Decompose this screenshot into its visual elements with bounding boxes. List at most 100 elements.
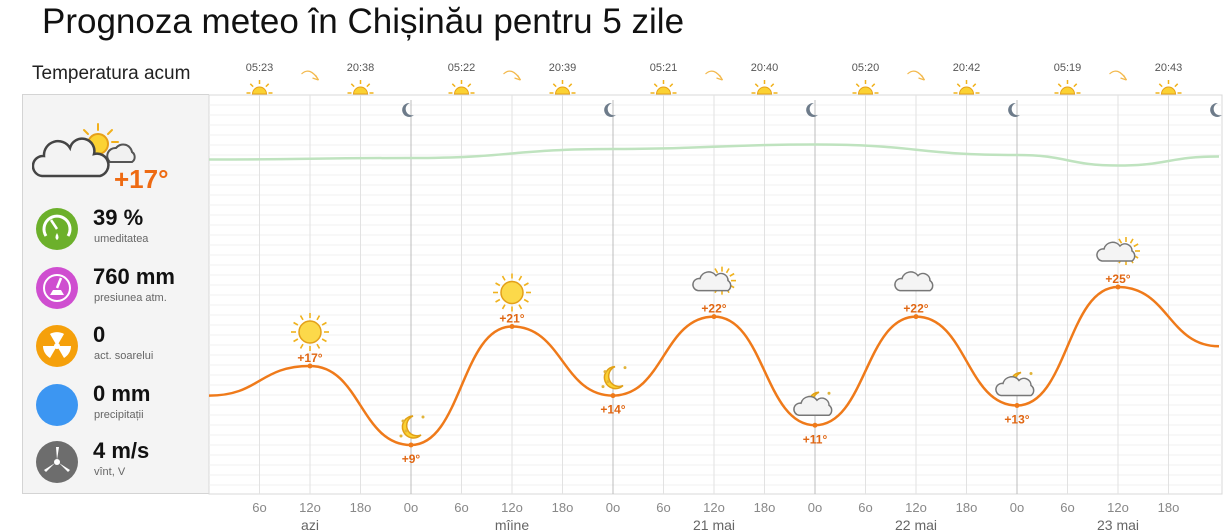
current-temperature-label: Temperatura acum [32, 63, 191, 84]
temperature-point [307, 363, 313, 369]
sunrise-time: 05:21 [650, 62, 678, 74]
moon-icon [1210, 102, 1222, 117]
temperature-point [408, 442, 414, 448]
moon-cloud-icon [793, 391, 833, 416]
hour-tick-label: 12o [501, 500, 523, 515]
temperature-line [208, 285, 1220, 447]
hour-tick-label: 0o [1010, 500, 1024, 515]
hour-tick-label: 0o [606, 500, 620, 515]
temperature-extreme-label: +22° [701, 302, 726, 316]
hour-tick-label: 6o [858, 500, 872, 515]
hour-tick-label: 18o [350, 500, 372, 515]
sunset-icon [751, 80, 778, 95]
moon-icon [604, 102, 616, 117]
temperature-extreme-label: +9° [402, 452, 421, 466]
cloud-icon [894, 271, 934, 292]
temperature-point [1115, 284, 1121, 290]
rain-drop-icon [36, 384, 78, 426]
hour-tick-label: 12o [905, 500, 927, 515]
pressure-metric: 760 mm presiunea atm. [36, 264, 206, 313]
page-title: Prognoza meteo în Chișinău pentru 5 zile [42, 2, 685, 41]
sunrise-icon [448, 80, 475, 95]
sunset-time: 20:39 [549, 62, 577, 74]
temperature-point [1014, 403, 1020, 408]
sun-cloud-icon [1096, 237, 1140, 265]
uv-value: 0 [93, 322, 106, 347]
hour-tick-label: 6o [656, 500, 670, 515]
temperature-extreme-label: +21° [499, 312, 524, 326]
wind-label: vînt, V [94, 466, 126, 478]
day-label: azi [301, 517, 319, 532]
arrow-head [514, 74, 522, 81]
sunset-icon [549, 80, 576, 95]
temperature-point [913, 314, 919, 320]
sunrise-time: 05:20 [852, 62, 880, 74]
current-temperature: +17° [114, 164, 169, 194]
hour-tick-label: 12o [299, 500, 321, 515]
uv-metric: 0 act. soarelui [36, 322, 206, 371]
humidity-label: umeditatea [94, 233, 149, 245]
horizontal-grid [209, 104, 1222, 486]
wind-metric: 4 m/s vînt, V [36, 438, 206, 487]
temperature-point [812, 422, 818, 428]
sunrise-time: 05:22 [448, 62, 476, 74]
hour-tick-label: 18o [754, 500, 776, 515]
moon-icon [1008, 102, 1020, 117]
pressure-trend-line [208, 143, 1220, 167]
sunrise-time: 05:19 [1054, 62, 1082, 74]
day-label: 23 mai [1097, 517, 1139, 532]
arrow-head [1120, 74, 1128, 81]
uv-label: act. soarelui [94, 350, 154, 362]
wind-value: 4 m/s [93, 438, 150, 463]
humidity-gauge-icon [36, 208, 78, 250]
moon-stars-icon [399, 415, 425, 439]
sun-icon [493, 273, 531, 312]
barometer-icon [36, 267, 78, 309]
day-label: 21 mai [693, 517, 735, 532]
hour-tick-label: 6o [454, 500, 468, 515]
temperature-extreme-label: +14° [600, 403, 625, 417]
day-label: mîine [495, 517, 529, 532]
humidity-value: 39 % [93, 205, 144, 230]
hour-tick-label: 18o [956, 500, 978, 515]
hour-tick-label: 6o [1060, 500, 1074, 515]
wind-turbine-icon [36, 441, 78, 483]
temperature-extreme-label: +17° [297, 351, 322, 365]
precipitation-value: 0 mm [93, 381, 151, 406]
temperature-extreme-label: +22° [903, 302, 928, 316]
pressure-value: 760 mm [93, 264, 175, 289]
sunrise-time: 05:23 [246, 62, 274, 74]
sun-cloud-icon [692, 266, 736, 295]
sunrise-icon [650, 80, 677, 95]
sun-icon [291, 313, 329, 351]
sunset-icon [1155, 80, 1182, 95]
hour-tick-label: 12o [1107, 500, 1129, 515]
sunrise-icon [246, 80, 273, 95]
arrow-head [918, 74, 926, 81]
sunset-time: 20:42 [953, 62, 981, 74]
sunset-icon [347, 80, 374, 95]
sunset-time: 20:43 [1155, 62, 1183, 74]
temperature-point [610, 393, 616, 399]
radiation-icon [36, 325, 78, 367]
hour-tick-label: 18o [552, 500, 574, 515]
moon-cloud-icon [995, 371, 1035, 397]
hour-tick-label: 6o [252, 500, 266, 515]
temperature-extreme-label: +11° [803, 432, 828, 446]
day-label: 22 mai [895, 517, 937, 532]
moon-icon [402, 102, 414, 117]
hour-tick-label: 0o [404, 500, 418, 515]
pressure-label: presiunea atm. [94, 292, 167, 304]
sunrise-icon [1054, 80, 1081, 95]
hour-tick-label: 12o [703, 500, 725, 515]
arrow-head [716, 74, 724, 81]
hour-tick-label: 18o [1158, 500, 1180, 515]
precipitation-label: precipitații [94, 409, 144, 421]
vertical-grid [259, 95, 1169, 494]
moon-icon [806, 102, 818, 117]
hour-tick-label: 0o [808, 500, 822, 515]
sunset-icon [953, 80, 980, 95]
temperature-extreme-label: +13° [1004, 413, 1029, 427]
temperature-extreme-label: +25° [1105, 272, 1130, 286]
